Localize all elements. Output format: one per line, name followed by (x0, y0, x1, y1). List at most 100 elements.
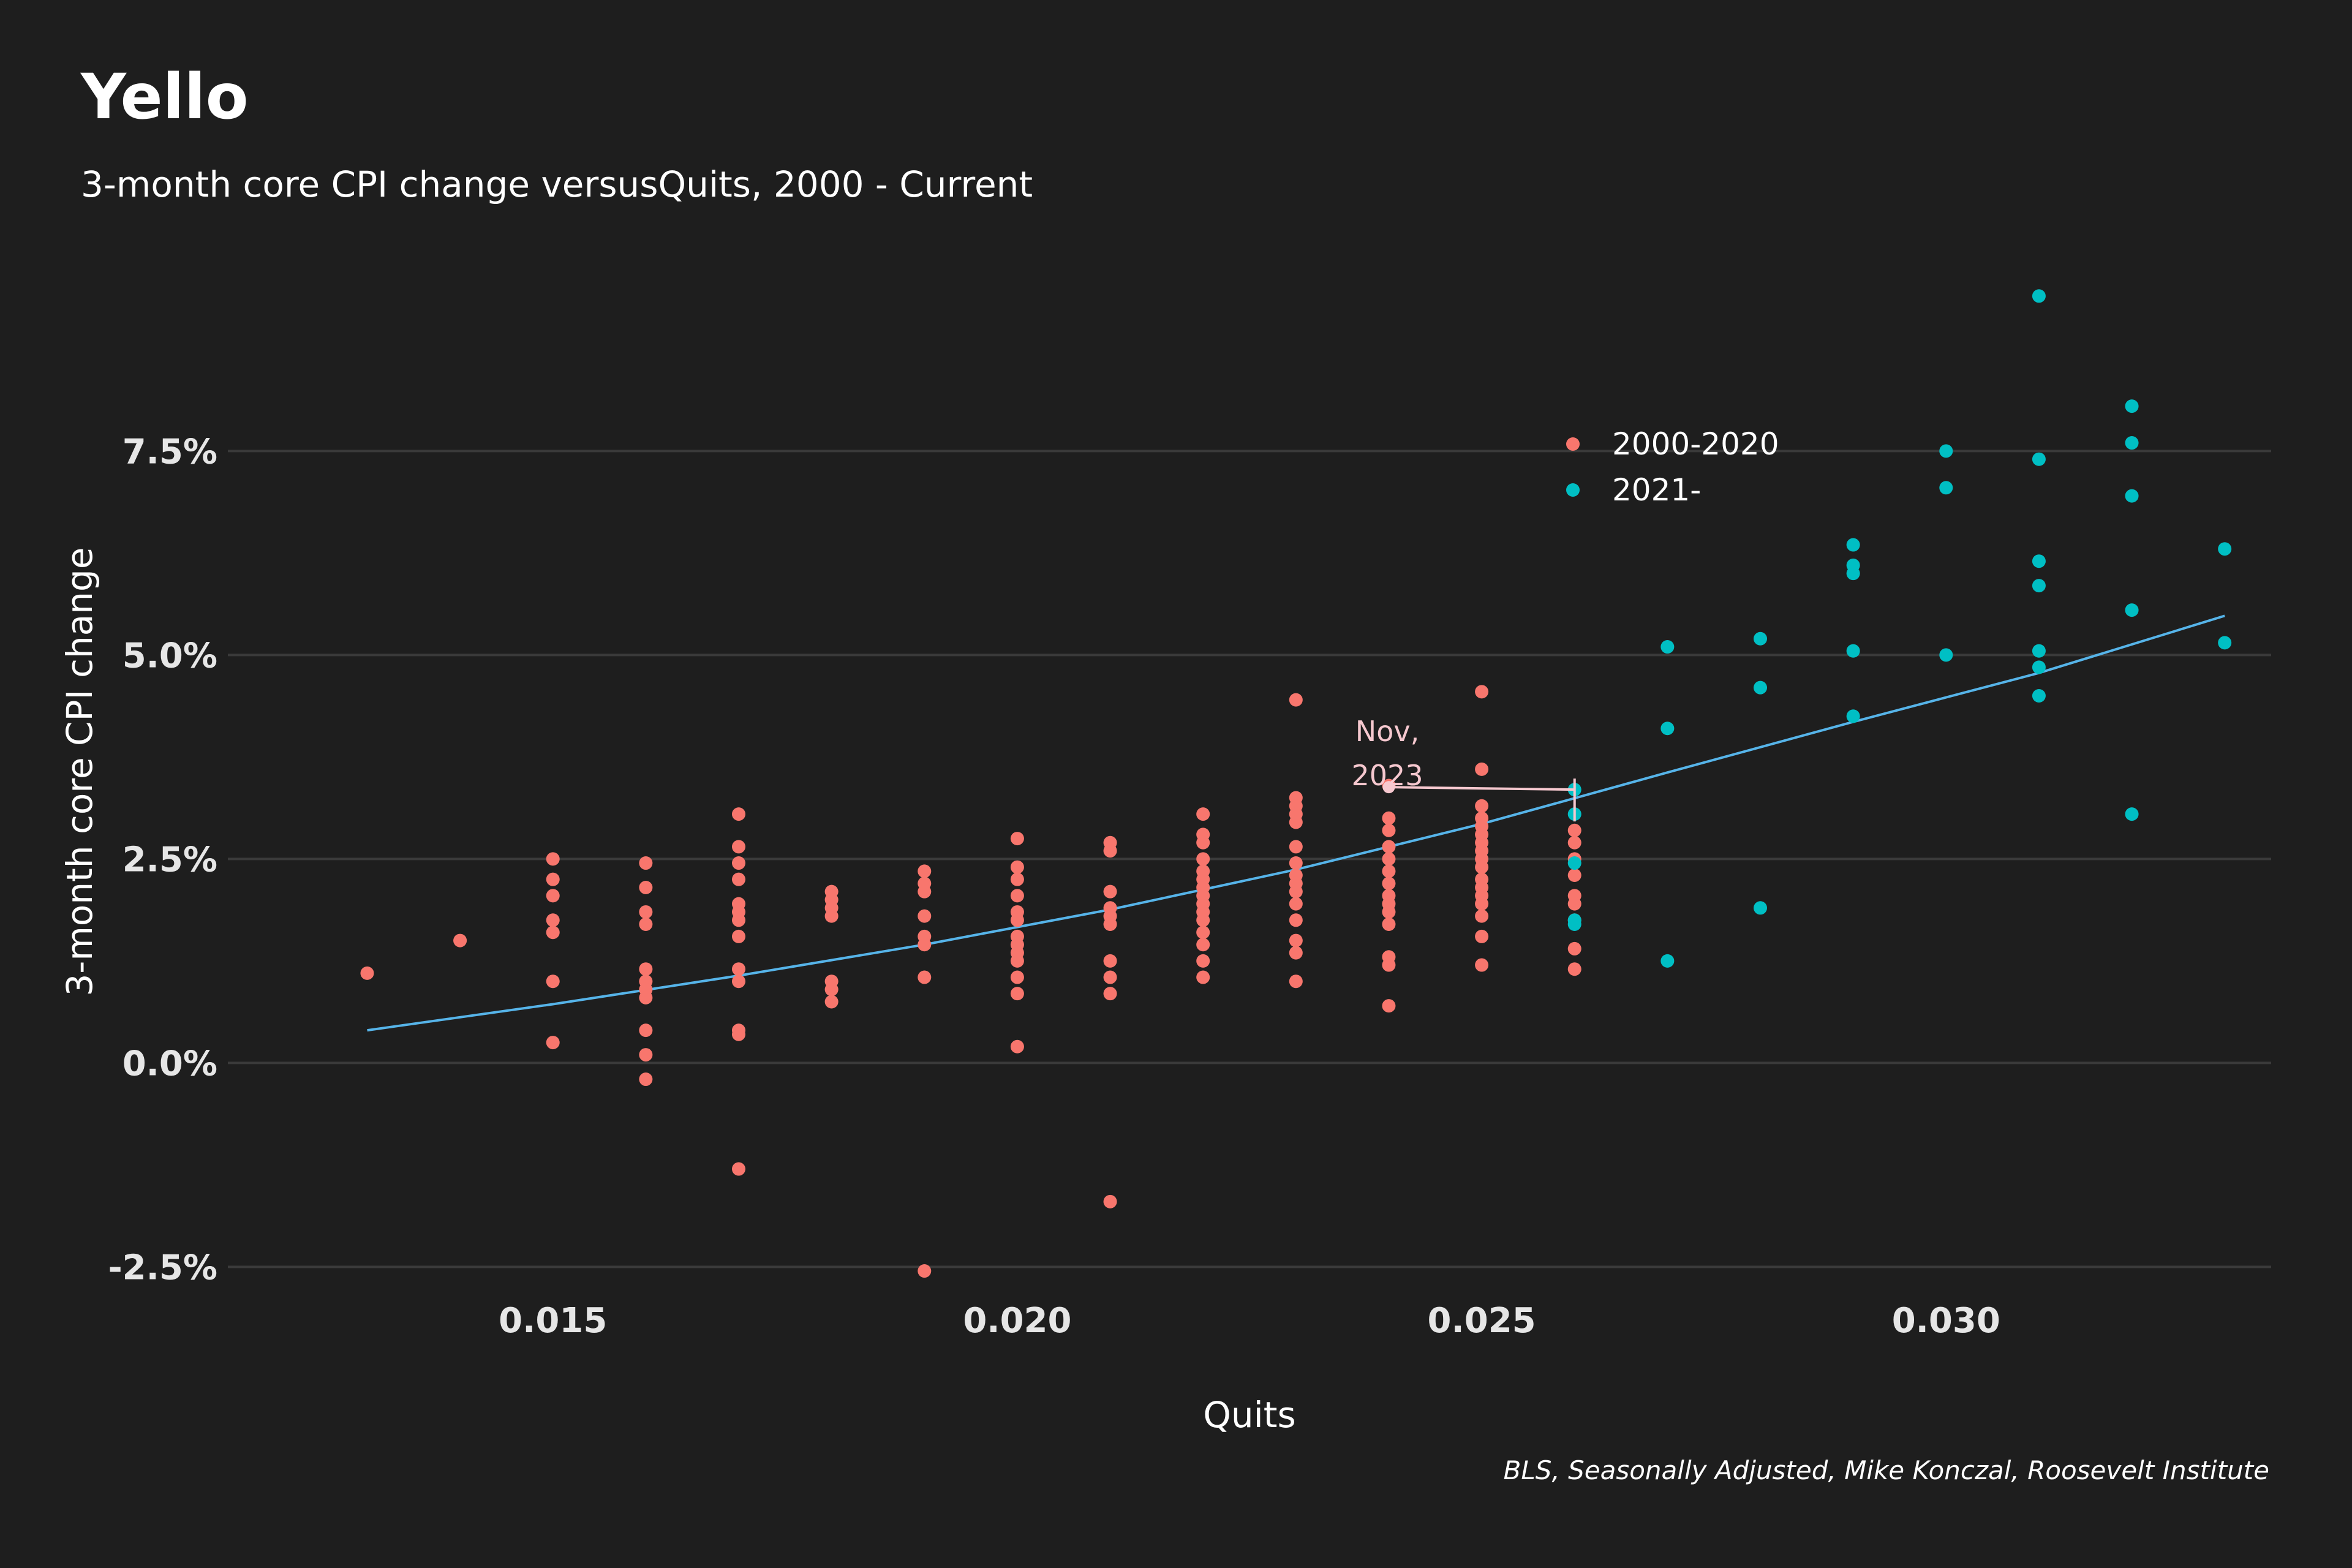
scatter-point (1010, 970, 1024, 984)
scatter-point (1754, 631, 1767, 646)
scatter-point (1382, 864, 1396, 878)
chart-title: Yello (81, 61, 249, 134)
scatter-point (732, 913, 745, 927)
scatter-point (1289, 946, 1303, 960)
legend-label: 2000-2020 (1612, 426, 1779, 462)
scatter-point (732, 929, 745, 943)
scatter-point (639, 917, 653, 931)
scatter-point (1289, 913, 1303, 927)
scatter-point (1289, 897, 1303, 911)
scatter-point (453, 933, 467, 948)
scatter-point (1382, 917, 1396, 931)
scatter-point (1196, 954, 1210, 968)
scatter-point (2032, 644, 2046, 658)
scatter-point (1567, 941, 1581, 956)
annotation-group: Nov, 2023 (1351, 715, 1576, 822)
scatter-point (1103, 987, 1117, 1001)
x-axis-title: Quits (1203, 1394, 1296, 1436)
scatter-point (1010, 872, 1024, 886)
scatter-point (1382, 852, 1396, 866)
scatter-point (2125, 436, 2139, 450)
scatter-point (639, 1072, 653, 1087)
scatter-point (1010, 987, 1024, 1001)
scatter-point (1196, 852, 1210, 866)
scatter-point (639, 962, 653, 976)
scatter-point (1475, 897, 1489, 911)
scatter-point (1196, 938, 1210, 952)
scatter-point (1939, 648, 1953, 662)
y-axis-title: 3-month core CPI change (59, 547, 100, 996)
scatter-point (1846, 709, 1860, 723)
scatter-point (918, 1264, 932, 1278)
y-tick-label: 2.5% (123, 840, 217, 880)
scatter-point (639, 1023, 653, 1038)
scatter-point (546, 913, 560, 927)
scatter-point (732, 974, 745, 989)
scatter-point (1103, 844, 1117, 858)
scatter-point (546, 974, 560, 989)
scatter-point (1754, 901, 1767, 915)
scatter-point (1196, 835, 1210, 850)
scatter-point (732, 1027, 745, 1041)
scatter-point (360, 966, 374, 980)
scatter-point (1475, 685, 1489, 699)
scatter-point (824, 909, 839, 923)
scatter-point (2032, 289, 2046, 303)
annotation-label: 2023 (1351, 759, 1423, 792)
scatter-point (1382, 958, 1396, 972)
legend-label: 2021- (1612, 472, 1701, 508)
scatter-point (1382, 905, 1396, 919)
scatter-point (918, 884, 932, 899)
scatter-point (1382, 999, 1396, 1013)
scatter-point (918, 864, 932, 878)
scatter-point (1103, 917, 1117, 931)
scatter-point (1289, 884, 1303, 899)
y-tick-label: -2.5% (108, 1248, 217, 1287)
scatter-point (1382, 823, 1396, 837)
scatter-point (1567, 823, 1581, 837)
x-tick-label: 0.020 (963, 1301, 1071, 1341)
scatter-point (1103, 954, 1117, 968)
y-tick-label: 0.0% (123, 1044, 217, 1084)
annotation-label: Nov, (1355, 715, 1419, 748)
scatter-point (1846, 567, 1860, 581)
x-tick-label: 0.015 (499, 1301, 607, 1341)
scatter-point (2032, 579, 2046, 593)
scatter-point (1010, 889, 1024, 903)
scatter-point (1289, 840, 1303, 854)
scatter-point (546, 872, 560, 886)
scatter-point (1475, 762, 1489, 776)
series-2021 (1567, 289, 2232, 968)
scatter-point (1475, 860, 1489, 874)
scatter-point (1660, 640, 1675, 654)
scatter-point (918, 970, 932, 984)
scatter-point (546, 925, 560, 940)
scatter-point (824, 995, 839, 1009)
y-axis-ticks: -2.5% 0.0% 2.5% 5.0% 7.5% (108, 432, 217, 1287)
scatter-point (732, 962, 745, 976)
scatter-point (2125, 489, 2139, 503)
scatter-point (2032, 688, 2046, 703)
scatter-point (1660, 954, 1675, 968)
scatter-point (824, 982, 839, 997)
scatter-point (1010, 954, 1024, 968)
scatter-point (1289, 933, 1303, 948)
scatter-point (1754, 680, 1767, 695)
scatter-point (1289, 856, 1303, 870)
scatter-point (1103, 884, 1117, 899)
scatter-point (1010, 1039, 1024, 1054)
scatter-point (732, 872, 745, 886)
scatter-point (1196, 970, 1210, 984)
x-axis-ticks: 0.015 0.020 0.025 0.030 (499, 1301, 2000, 1341)
series-2000-2020 (360, 685, 1581, 1278)
y-tick-label: 5.0% (123, 636, 217, 676)
y-tick-label: 7.5% (123, 432, 217, 472)
annotation-connector (1389, 786, 1575, 791)
scatter-point (546, 1036, 560, 1050)
scatter-point (639, 905, 653, 919)
scatter-point (1382, 840, 1396, 854)
scatter-point (2125, 807, 2139, 821)
scatter-point (1010, 860, 1024, 874)
scatter-point (1567, 917, 1581, 931)
